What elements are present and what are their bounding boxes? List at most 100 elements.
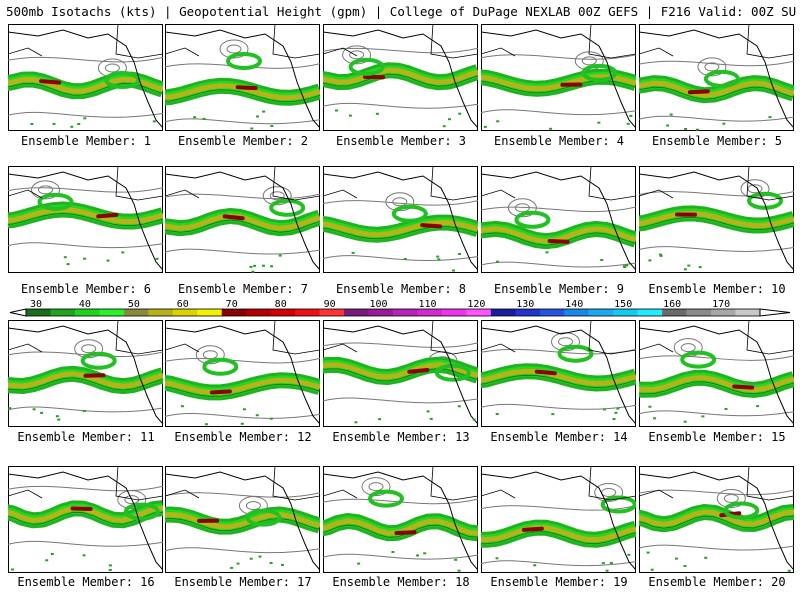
isotach-map — [165, 24, 320, 131]
ensemble-member-label: Ensemble Member: 7 — [177, 282, 309, 296]
colorbar-tick-label: 70 — [226, 299, 238, 310]
colorbar-swatch — [588, 309, 614, 316]
colorbar-tick-label: 40 — [79, 299, 91, 310]
colorbar-swatch — [148, 309, 174, 316]
ensemble-member-17-map — [165, 466, 320, 573]
colorbar-tick-label: 160 — [663, 299, 681, 310]
colorbar-swatch — [393, 309, 418, 316]
ensemble-member-19-map — [481, 466, 636, 573]
colorbar-swatch — [172, 309, 198, 316]
isotach-map — [639, 466, 794, 573]
isotach-map — [165, 466, 320, 573]
colorbar-tick-label: 30 — [30, 299, 42, 310]
colorbar-swatch — [99, 309, 125, 316]
ensemble-member-label: Ensemble Member: 14 — [490, 430, 628, 444]
colorbar-swatch — [123, 309, 149, 316]
ensemble-member-4-map — [481, 24, 636, 131]
ensemble-member-3-map — [323, 24, 478, 131]
isotach-map — [481, 466, 636, 573]
colorbar-swatch — [490, 309, 516, 316]
isotach-map — [481, 320, 636, 427]
ensemble-member-12-map — [165, 320, 320, 427]
colorbar-swatch — [26, 309, 51, 316]
isotach-map — [323, 320, 478, 427]
colorbar-swatch — [662, 309, 687, 316]
colorbar-swatch — [686, 309, 712, 316]
colorbar-max-arrow — [759, 308, 791, 317]
colorbar-tick-label: 170 — [712, 299, 730, 310]
colorbar-swatch — [441, 309, 467, 316]
isotach-map — [165, 166, 320, 273]
colorbar-swatch — [417, 309, 443, 316]
isotach-map — [639, 320, 794, 427]
colorbar-tick-label: 90 — [324, 299, 336, 310]
isotach-map — [165, 320, 320, 427]
ensemble-member-label: Ensemble Member: 11 — [17, 430, 155, 444]
colorbar-swatch — [711, 309, 736, 316]
colorbar-swatch — [368, 309, 394, 316]
ensemble-member-label: Ensemble Member: 17 — [174, 575, 312, 589]
ensemble-member-label: Ensemble Member: 1 — [20, 134, 152, 148]
colorbar-min-arrow — [9, 308, 27, 317]
isotach-map — [8, 166, 163, 273]
colorbar-swatch — [564, 309, 590, 316]
ensemble-member-18-map — [323, 466, 478, 573]
ensemble-member-20-map — [639, 466, 794, 573]
map-header: 500mb Isotachs (kts) | Geopotential Heig… — [6, 3, 796, 21]
colorbar-swatch — [613, 309, 638, 316]
ensemble-member-label: Ensemble Member: 12 — [174, 430, 312, 444]
colorbar-swatch — [735, 309, 761, 316]
ensemble-member-label: Ensemble Member: 19 — [490, 575, 628, 589]
ensemble-member-label: Ensemble Member: 15 — [648, 430, 786, 444]
colorbar-swatch — [221, 309, 247, 316]
ensemble-member-11-map — [8, 320, 163, 427]
ensemble-member-label: Ensemble Member: 18 — [332, 575, 470, 589]
colorbar-tick-label: 60 — [177, 299, 189, 310]
isotach-map — [8, 320, 163, 427]
colorbar-tick-label: 50 — [128, 299, 140, 310]
ensemble-member-label: Ensemble Member: 13 — [332, 430, 470, 444]
colorbar-tick-label: 140 — [565, 299, 583, 310]
colorbar-swatch — [74, 309, 100, 316]
ensemble-member-label: Ensemble Member: 5 — [651, 134, 783, 148]
colorbar-tick-label: 120 — [467, 299, 485, 310]
colorbar-tick-label: 110 — [418, 299, 436, 310]
isotach-map — [323, 466, 478, 573]
isotach-map — [8, 24, 163, 131]
ensemble-member-2-map — [165, 24, 320, 131]
isotach-map — [481, 24, 636, 131]
isotach-map — [639, 166, 794, 273]
colorbar-swatch — [637, 309, 663, 316]
ensemble-member-label: Ensemble Member: 8 — [335, 282, 467, 296]
ensemble-member-6-map — [8, 166, 163, 273]
colorbar-swatch — [539, 309, 565, 316]
ensemble-member-13-map — [323, 320, 478, 427]
ensemble-member-5-map — [639, 24, 794, 131]
ensemble-member-9-map — [481, 166, 636, 273]
colorbar-tick-label: 100 — [369, 299, 387, 310]
ensemble-member-label: Ensemble Member: 20 — [648, 575, 786, 589]
colorbar-tick-label: 80 — [275, 299, 287, 310]
isotach-map — [323, 24, 478, 131]
colorbar-swatch — [295, 309, 320, 316]
ensemble-member-16-map — [8, 466, 163, 573]
ensemble-member-14-map — [481, 320, 636, 427]
isotach-map — [8, 466, 163, 573]
colorbar-swatch — [50, 309, 76, 316]
colorbar-tick-label: 130 — [516, 299, 534, 310]
ensemble-member-label: Ensemble Member: 6 — [20, 282, 152, 296]
colorbar-swatch — [344, 309, 369, 316]
ensemble-member-7-map — [165, 166, 320, 273]
header-run: 00Z GEFS | F216 Valid: 00Z SUN JUN 15 20… — [577, 4, 796, 19]
ensemble-member-label: Ensemble Member: 3 — [335, 134, 467, 148]
header-title: 500mb Isotachs (kts) | Geopotential Heig… — [6, 4, 571, 19]
colorbar-swatch — [246, 309, 271, 316]
ensemble-member-label: Ensemble Member: 9 — [493, 282, 625, 296]
ensemble-member-1-map — [8, 24, 163, 131]
ensemble-member-label: Ensemble Member: 4 — [493, 134, 625, 148]
isotach-map — [323, 166, 478, 273]
colorbar-tick-label: 150 — [614, 299, 632, 310]
ensemble-member-label: Ensemble Member: 16 — [17, 575, 155, 589]
colorbar-swatch — [270, 309, 296, 316]
ensemble-member-10-map — [639, 166, 794, 273]
